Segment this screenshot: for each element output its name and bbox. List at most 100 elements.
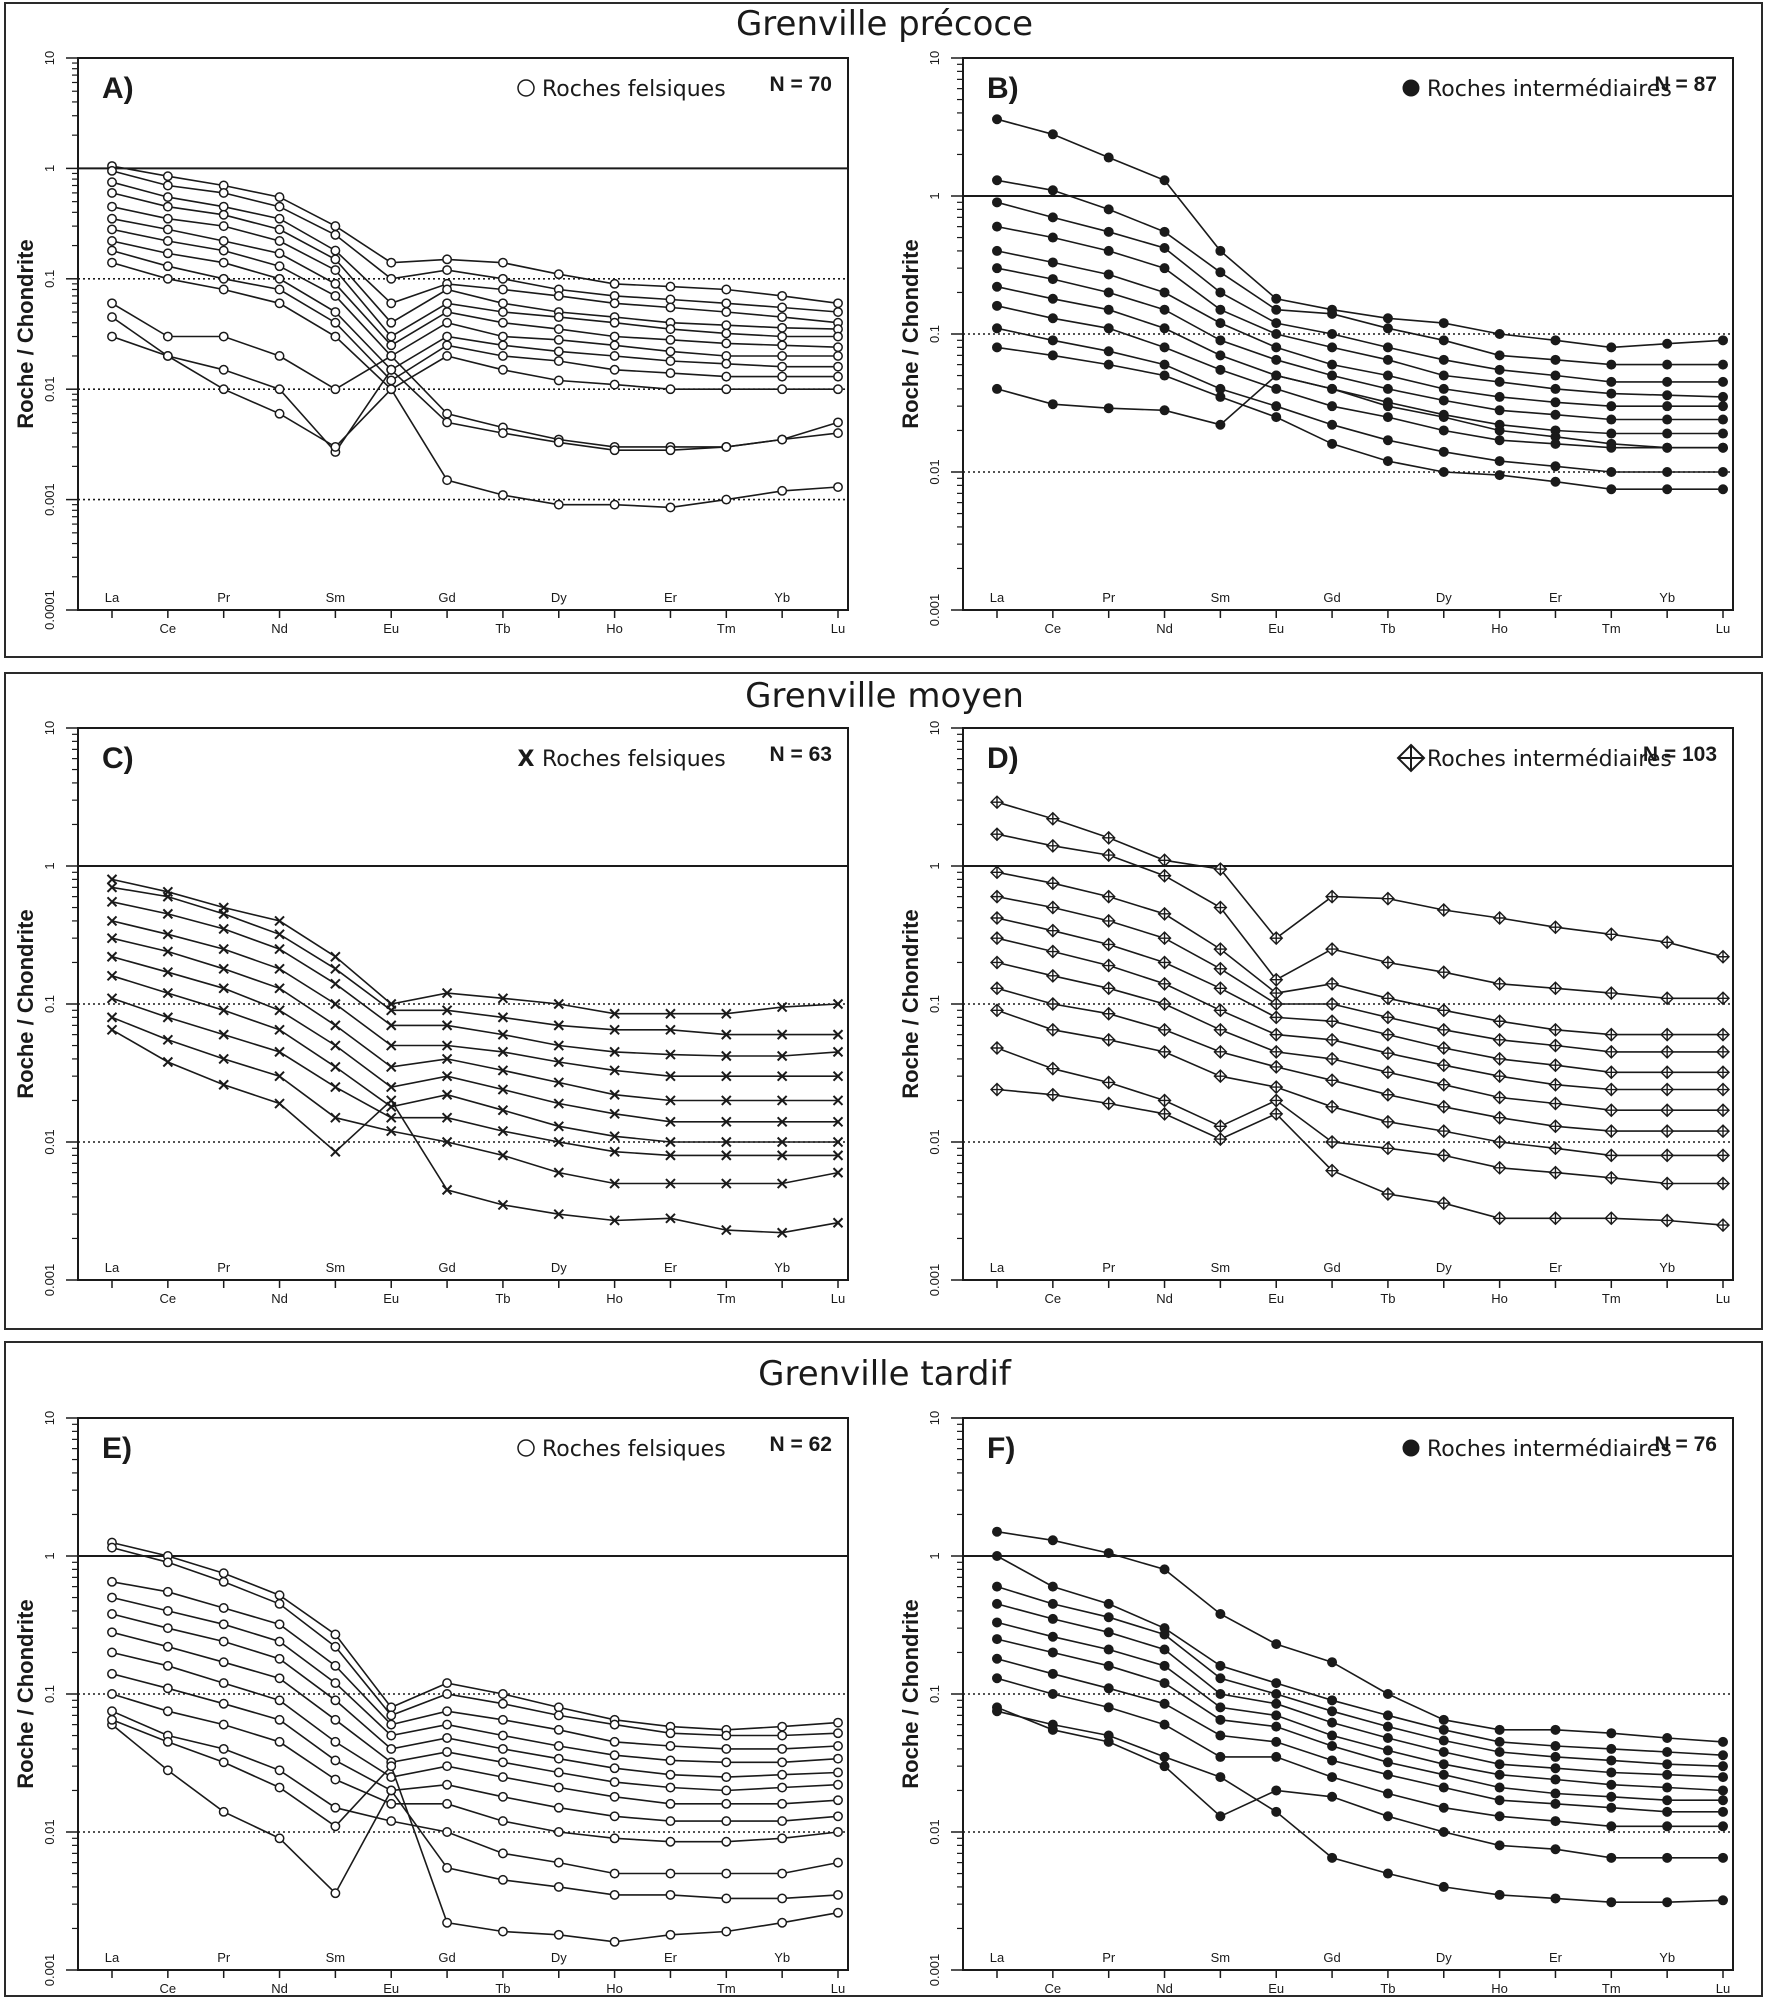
data-point xyxy=(1047,232,1058,243)
data-point xyxy=(1157,1044,1172,1059)
x-tick-label: Ce xyxy=(1045,621,1062,636)
data-point xyxy=(1327,308,1338,319)
data-point xyxy=(1101,937,1116,952)
y-axis-label: Roche / Chondrite xyxy=(898,909,923,1098)
data-point xyxy=(1269,931,1284,946)
data-point xyxy=(1045,923,1060,938)
data-point xyxy=(442,284,453,295)
data-point xyxy=(1157,955,1172,970)
x-tick-label: Pr xyxy=(217,590,231,605)
data-point xyxy=(1382,412,1393,423)
data-point xyxy=(218,236,229,246)
data-point xyxy=(721,1926,732,1937)
data-point xyxy=(1660,1065,1675,1080)
data-point xyxy=(665,302,676,313)
data-point xyxy=(1271,1678,1282,1689)
x-tick-label: La xyxy=(105,1260,120,1275)
data-point xyxy=(274,1833,285,1844)
series-7 xyxy=(990,955,1730,1118)
series-line xyxy=(996,871,1723,1036)
data-point xyxy=(330,1112,341,1123)
series-10 xyxy=(990,1040,1730,1191)
data-point xyxy=(553,312,564,323)
data-point xyxy=(162,908,174,920)
data-point xyxy=(441,1053,453,1065)
legend: Roches intermédiaires xyxy=(1402,77,1672,102)
y-tick-label: 0.1 xyxy=(42,270,57,288)
x-tick-label: Sm xyxy=(326,1260,346,1275)
data-point xyxy=(553,1040,564,1051)
data-point xyxy=(1492,1160,1507,1175)
series-line xyxy=(111,1631,839,1792)
data-point xyxy=(1213,942,1228,957)
data-point xyxy=(721,1868,732,1879)
data-point xyxy=(1325,1099,1340,1114)
series-5 xyxy=(107,201,843,342)
data-point xyxy=(776,1095,788,1106)
series-line xyxy=(111,1546,839,1737)
series-2 xyxy=(107,165,843,317)
data-point xyxy=(274,1046,285,1058)
data-point xyxy=(1606,467,1617,477)
x-tick-label: Tb xyxy=(495,621,510,636)
series-line xyxy=(996,1530,1724,1743)
data-point xyxy=(162,1660,173,1671)
data-point xyxy=(218,1757,229,1768)
data-point xyxy=(1271,1751,1282,1762)
series-line xyxy=(996,1585,1724,1767)
data-point xyxy=(218,983,229,994)
series-line xyxy=(111,1613,839,1778)
data-point xyxy=(330,1714,341,1725)
series-2 xyxy=(106,882,844,1040)
data-point xyxy=(1718,1772,1728,1783)
data-point xyxy=(1492,1051,1507,1066)
data-point xyxy=(777,322,788,333)
data-point xyxy=(609,1089,620,1100)
data-point xyxy=(497,1926,508,1937)
data-point xyxy=(1660,1124,1675,1139)
data-point xyxy=(1159,226,1170,237)
data-point xyxy=(1101,913,1116,928)
data-point xyxy=(1101,1096,1116,1111)
data-point xyxy=(1271,383,1282,394)
data-point xyxy=(1438,1769,1449,1780)
data-point xyxy=(721,441,732,452)
data-point xyxy=(992,1581,1002,1592)
data-point xyxy=(609,1936,620,1947)
data-point xyxy=(1662,1821,1673,1832)
data-point xyxy=(497,1816,508,1827)
series-line xyxy=(996,1088,1724,1226)
data-point xyxy=(990,931,1004,946)
data-point xyxy=(1662,401,1673,412)
chart-panel-b: 10 1 0.1 0.01 0.001 La Ce Pr Nd Sm Eu Gd Tb Dy Ho Er Tm Y… xyxy=(898,51,1734,636)
series-8 xyxy=(106,993,844,1161)
data-point xyxy=(386,364,397,375)
data-point xyxy=(1550,1751,1561,1762)
x-tick-label: Yb xyxy=(1659,1260,1675,1275)
data-point xyxy=(777,302,788,313)
data-point xyxy=(442,1733,453,1743)
series-1 xyxy=(990,795,1730,964)
data-point xyxy=(553,1167,564,1178)
x-tick-label: Tm xyxy=(1602,1291,1621,1306)
data-point xyxy=(1550,409,1561,420)
y-tick-label: 10 xyxy=(927,1411,942,1425)
data-point xyxy=(1101,889,1116,904)
data-point xyxy=(665,1213,676,1224)
data-point xyxy=(553,437,564,448)
data-point xyxy=(1380,1046,1395,1061)
data-point xyxy=(1606,428,1617,439)
series-3 xyxy=(990,865,1730,1042)
data-point xyxy=(1327,1695,1338,1706)
data-point xyxy=(1159,370,1170,381)
x-tick-label: Tb xyxy=(1380,621,1395,636)
data-point xyxy=(386,1798,397,1809)
data-point xyxy=(1271,1698,1282,1709)
data-point xyxy=(553,1702,564,1713)
data-point xyxy=(1662,1795,1673,1806)
data-point xyxy=(1159,1629,1170,1640)
data-point xyxy=(497,273,508,284)
data-point xyxy=(1325,1051,1340,1066)
data-point xyxy=(721,1029,732,1040)
data-point xyxy=(1047,274,1058,285)
